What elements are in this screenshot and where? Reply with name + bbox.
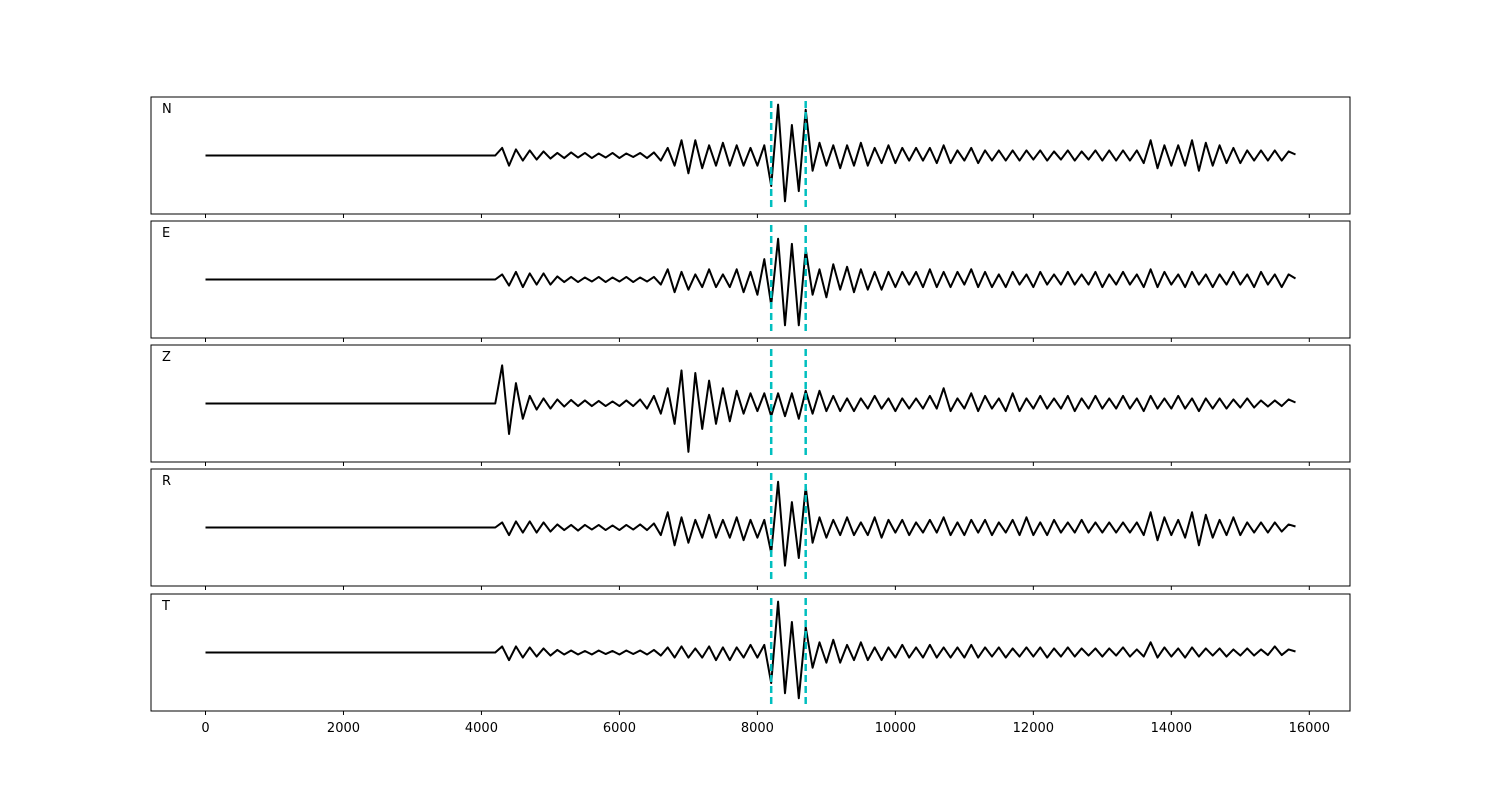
panel-frame bbox=[150, 220, 1351, 339]
trace bbox=[205, 237, 1297, 327]
panel-label: N bbox=[162, 102, 172, 117]
panel-label: R bbox=[162, 474, 171, 489]
x-tick-label: 0 bbox=[201, 721, 209, 736]
panel-frame bbox=[150, 468, 1351, 587]
trace bbox=[205, 600, 1296, 700]
x-tick-label: 4000 bbox=[465, 721, 498, 736]
x-tick-label: 14000 bbox=[1151, 721, 1192, 736]
panel-label: E bbox=[162, 226, 170, 241]
x-tick-label: 8000 bbox=[741, 721, 774, 736]
trace bbox=[205, 103, 1296, 203]
panel-label: Z bbox=[162, 350, 171, 365]
trace bbox=[205, 364, 1296, 453]
x-tick-label: 6000 bbox=[603, 721, 636, 736]
panel-label: T bbox=[161, 599, 170, 614]
trace bbox=[205, 480, 1296, 567]
x-tick-label: 12000 bbox=[1013, 721, 1054, 736]
panel-frame bbox=[150, 96, 1351, 215]
x-tick-label: 16000 bbox=[1289, 721, 1330, 736]
x-tick-label: 10000 bbox=[875, 721, 916, 736]
panel-frame bbox=[150, 593, 1351, 712]
panel-frame bbox=[150, 344, 1351, 463]
x-tick-label: 2000 bbox=[327, 721, 360, 736]
